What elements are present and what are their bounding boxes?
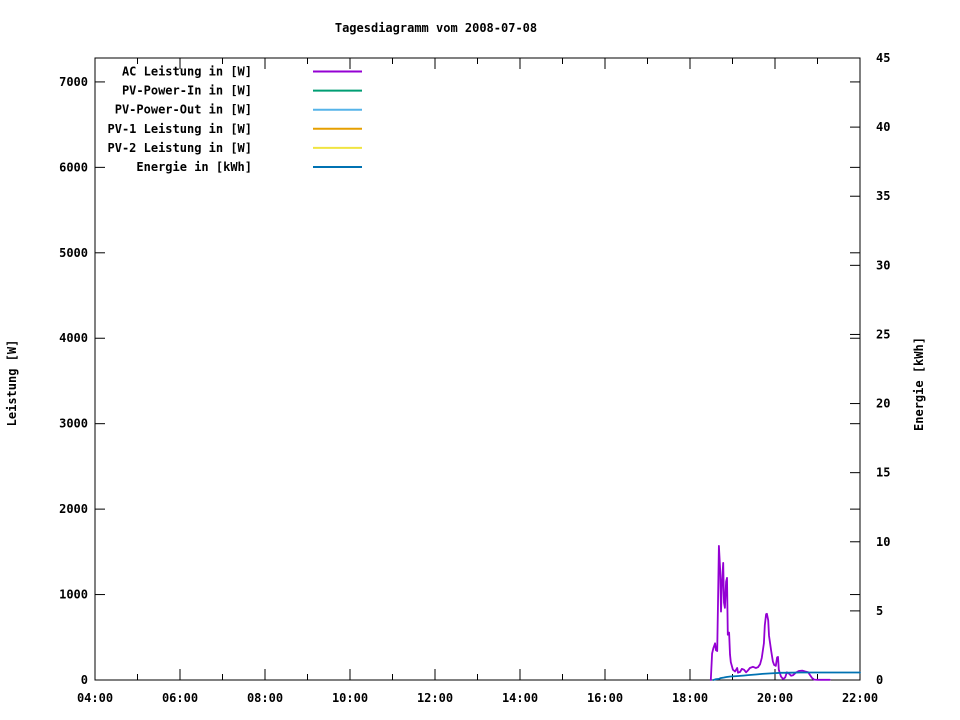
legend-label-pv-power-out-in-w: PV-Power-Out in [W] <box>115 103 252 117</box>
y-right-axis-title: Energie [kWh] <box>912 337 926 431</box>
series-line-ac-leistung-in-w <box>709 545 831 681</box>
y-left-tick-label: 1000 <box>59 588 88 602</box>
y-left-axis-title: Leistung [W] <box>5 340 19 427</box>
x-tick-label: 16:00 <box>587 691 623 705</box>
x-tick-label: 22:00 <box>842 691 878 705</box>
y-left-tick-label: 7000 <box>59 75 88 89</box>
y-left-tick-label: 4000 <box>59 331 88 345</box>
y-right-tick-label: 15 <box>876 466 890 480</box>
chart-title: Tagesdiagramm vom 2008-07-08 <box>335 21 537 35</box>
y-right-tick-label: 25 <box>876 327 890 341</box>
y-right-tick-label: 45 <box>876 51 890 65</box>
y-right-tick-label: 0 <box>876 673 883 687</box>
x-tick-label: 10:00 <box>332 691 368 705</box>
y-right-tick-label: 35 <box>876 189 890 203</box>
y-left-tick-label: 6000 <box>59 160 88 174</box>
y-right-tick-label: 30 <box>876 258 890 272</box>
y-right-tick-label: 40 <box>876 120 890 134</box>
x-tick-label: 14:00 <box>502 691 538 705</box>
x-tick-label: 06:00 <box>162 691 198 705</box>
data-series <box>709 545 861 681</box>
legend-label-pv-2-leistung-in-w: PV-2 Leistung in [W] <box>108 141 253 155</box>
x-tick-label: 18:00 <box>672 691 708 705</box>
legend-label-ac-leistung-in-w: AC Leistung in [W] <box>122 65 252 79</box>
x-tick-label: 12:00 <box>417 691 453 705</box>
y-left-tick-label: 0 <box>81 673 88 687</box>
y-right-tick-label: 5 <box>876 604 883 618</box>
axis-ticks: 04:00 06:00 08:00 10:00 12:00 14:00 16:00 18:00… <box>59 51 890 705</box>
legend-label-energie-in-kwh: Energie in [kWh] <box>136 160 252 174</box>
series-line-energie-in-kwh <box>712 671 861 681</box>
legend: AC Leistung in [W] PV-Power-In in [W] PV-P… <box>108 65 362 174</box>
y-right-tick-label: 20 <box>876 397 890 411</box>
y-left-tick-label: 2000 <box>59 502 88 516</box>
legend-label-pv-power-in-in-w: PV-Power-In in [W] <box>122 84 252 98</box>
legend-label-pv-1-leistung-in-w: PV-1 Leistung in [W] <box>108 122 253 136</box>
x-tick-label: 20:00 <box>757 691 793 705</box>
y-right-tick-label: 10 <box>876 535 890 549</box>
y-left-tick-label: 5000 <box>59 246 88 260</box>
x-tick-label: 08:00 <box>247 691 283 705</box>
y-left-tick-label: 3000 <box>59 417 88 431</box>
x-tick-label: 04:00 <box>77 691 113 705</box>
